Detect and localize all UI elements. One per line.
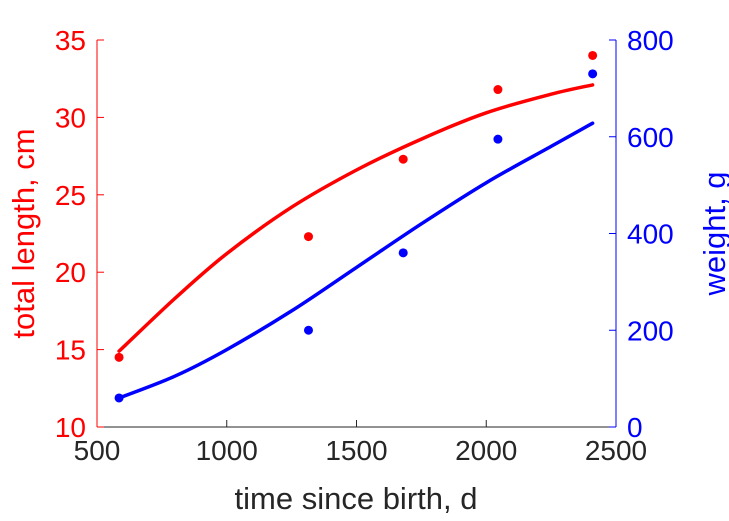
right-y-tick-label: 400 [627,219,674,250]
weight-data-point [114,393,124,403]
left-y-tick-label: 30 [55,102,86,133]
left-y-tick-label: 25 [55,180,86,211]
length-data-point [398,154,408,164]
weight-fit-curve [117,121,595,400]
x-tick-label: 2000 [455,435,517,466]
right-y-tick-label: 800 [627,25,674,56]
weight-data-point [588,69,598,79]
x-tick-label: 500 [74,435,121,466]
length-data-point [493,85,503,95]
left-y-tick-label: 15 [55,335,86,366]
length-data-point [114,352,124,362]
left-y-tick-label: 10 [55,412,86,443]
length-data-point [588,50,598,60]
x-tick-label: 1500 [325,435,387,466]
length-fit-curve [117,83,595,353]
left-y-tick-label: 20 [55,257,86,288]
weight-data-point [493,134,503,144]
right-y-axis-title: weight, g [697,171,729,296]
left-y-tick-label: 35 [55,25,86,56]
right-y-tick-label: 200 [627,315,674,346]
right-y-tick-label: 0 [627,412,643,443]
right-y-tick-label: 600 [627,122,674,153]
x-axis-title: time since birth, d [235,481,478,516]
x-tick-label: 2500 [585,435,647,466]
data-points [114,50,598,403]
length-data-point [303,232,313,242]
weight-data-point [303,325,313,335]
axes: 500 1000 1500 2000 2500 10 15 20 25 30 35 0 200 400 60… [55,25,674,466]
weight-data-point [398,248,408,258]
x-tick-label: 1000 [196,435,258,466]
left-y-axis-title: total length, cm [6,128,41,338]
fit-curves [117,83,595,400]
